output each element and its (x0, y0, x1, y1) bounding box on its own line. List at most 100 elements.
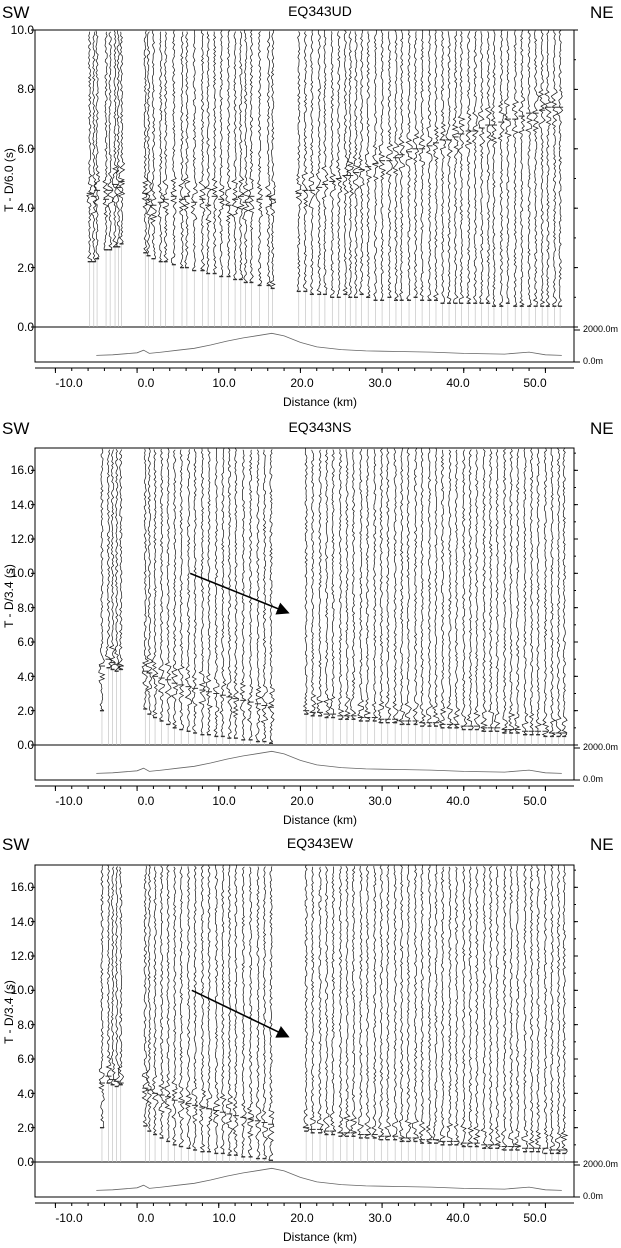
elevation-max-label: 2000.0m (583, 1159, 619, 1169)
x-tick-label: 40.0 (446, 794, 470, 808)
station-trace (152, 449, 159, 718)
station-trace (269, 30, 277, 289)
station-trace (425, 865, 433, 1144)
station-trace (232, 865, 239, 1156)
station-trace (542, 865, 549, 1154)
station-trace (560, 865, 569, 1154)
y-tick-label: 10.0 (10, 983, 34, 997)
x-tick-label: 10.0 (212, 1211, 236, 1225)
station-trace (472, 866, 481, 1147)
station-trace (294, 31, 302, 292)
record-section-plot-ns (31, 447, 580, 791)
station-trace (439, 31, 447, 304)
station-trace (511, 30, 520, 307)
station-trace (525, 30, 534, 307)
station-trace (241, 866, 247, 1157)
x-tick-label: 30.0 (368, 1211, 392, 1225)
station-trace (321, 30, 329, 295)
y-tick-label: 16.0 (10, 463, 34, 477)
station-trace (144, 31, 153, 256)
station-trace (541, 448, 550, 737)
station-trace (426, 447, 434, 727)
ne-direction-label: NE (590, 419, 614, 438)
y-tick-label: 2.0 (17, 1121, 34, 1135)
station-trace (190, 30, 198, 271)
station-trace (232, 447, 240, 739)
station-trace (323, 449, 331, 718)
elevation-min-label: 0.0m (583, 774, 604, 784)
station-trace (212, 865, 221, 1154)
station-trace (225, 30, 233, 277)
elevation-profile-line (96, 750, 562, 774)
y-tick-label: 10.0 (10, 23, 34, 37)
station-trace (391, 448, 399, 724)
ne-direction-label: NE (590, 3, 614, 22)
station-trace (204, 31, 212, 274)
station-trace (349, 866, 357, 1137)
station-trace (171, 866, 178, 1145)
station-trace (500, 865, 508, 1151)
elevation-min-label: 0.0m (583, 1191, 604, 1201)
station-trace (513, 448, 520, 734)
station-trace (392, 865, 399, 1140)
station-trace (178, 31, 186, 268)
station-trace (398, 30, 405, 301)
station-trace (115, 30, 123, 247)
station-trace (412, 448, 419, 725)
station-trace (110, 866, 116, 1085)
elevation-profile-line (96, 332, 562, 356)
panel-title: EQ343EW (286, 835, 354, 851)
x-tick-label: -10.0 (55, 794, 83, 808)
station-trace (418, 30, 426, 301)
station-trace (555, 865, 562, 1154)
x-tick-label: 50.0 (523, 1211, 547, 1225)
station-trace (198, 448, 206, 735)
station-trace (267, 866, 275, 1161)
record-section-plot-ud (31, 29, 580, 373)
station-trace (184, 449, 193, 732)
station-trace (501, 448, 509, 734)
station-trace (364, 448, 372, 722)
x-tick-label: 50.0 (523, 794, 547, 808)
station-trace (398, 865, 406, 1142)
station-trace (158, 448, 166, 722)
station-trace (141, 30, 149, 254)
station-trace (86, 31, 94, 262)
y-tick-label: 14.0 (10, 498, 34, 512)
station-trace (183, 31, 191, 268)
station-trace (309, 866, 316, 1134)
station-trace (161, 31, 169, 263)
station-trace (164, 865, 172, 1142)
station-trace (93, 30, 100, 259)
y-axis-label: T - D/3.4 (s) (2, 564, 16, 628)
station-trace (385, 31, 394, 298)
y-tick-label: 6.0 (17, 142, 34, 156)
station-trace (149, 30, 158, 259)
y-tick-label: 2.0 (17, 261, 34, 275)
x-tick-label: 0.0 (137, 376, 155, 390)
station-trace (146, 447, 153, 715)
station-trace (315, 30, 322, 295)
x-tick-label: -10.0 (55, 1211, 83, 1225)
station-trace (364, 865, 372, 1139)
station-trace (521, 448, 529, 735)
x-tick-label: 20.0 (290, 376, 314, 390)
y-tick-label: 4.0 (17, 201, 34, 215)
station-trace (561, 448, 568, 737)
station-trace (198, 865, 207, 1152)
station-trace (267, 449, 275, 744)
station-trace (219, 448, 227, 737)
station-trace (117, 31, 126, 245)
station-trace (371, 30, 379, 301)
station-trace (358, 30, 366, 295)
station-trace (246, 866, 255, 1157)
y-tick-label: 14.0 (10, 915, 34, 929)
y-tick-label: 8.0 (17, 82, 34, 96)
panel-title: EQ343UD (288, 3, 352, 19)
x-axis-label: Distance (km) (282, 813, 357, 827)
station-trace (349, 449, 357, 720)
station-trace (141, 865, 150, 1127)
station-trace (528, 865, 535, 1152)
station-trace (329, 866, 336, 1135)
x-tick-label: 10.0 (212, 794, 236, 808)
